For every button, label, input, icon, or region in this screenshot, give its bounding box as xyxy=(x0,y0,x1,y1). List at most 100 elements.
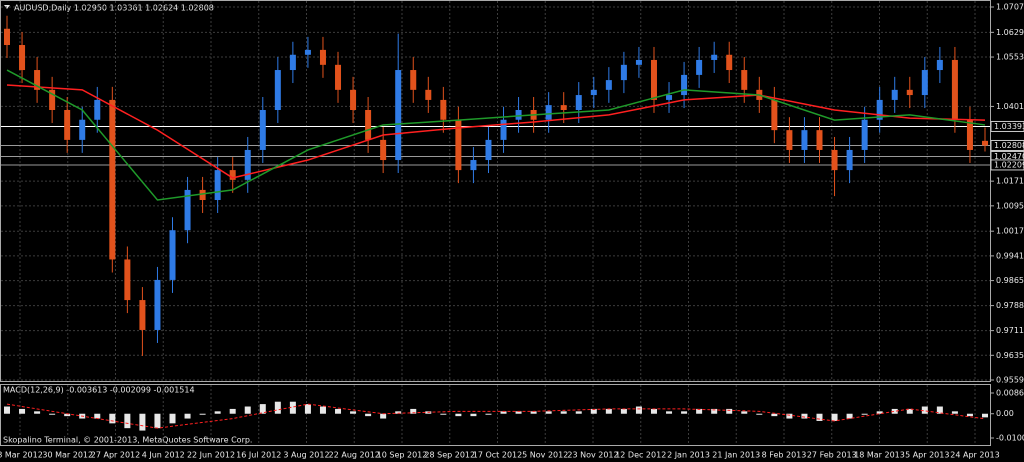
candle-body xyxy=(259,109,266,150)
candle-body xyxy=(831,149,838,171)
candle-body xyxy=(34,70,41,90)
candle-body xyxy=(214,170,221,200)
x-tick-label: 23 Nov 2012 xyxy=(567,451,618,460)
candle-body xyxy=(906,89,913,96)
x-tick-label: 16 Jul 2012 xyxy=(236,451,281,460)
macd-bar xyxy=(109,413,116,424)
macd-bar xyxy=(455,413,462,417)
candle-body xyxy=(440,99,447,120)
candle-body xyxy=(229,170,236,180)
candle-body xyxy=(109,99,116,260)
macd-bar xyxy=(4,406,10,414)
macd-bar xyxy=(34,411,41,414)
candle-body xyxy=(936,59,943,71)
candle-body xyxy=(666,95,673,100)
y-tick-label: 0.00 xyxy=(996,409,1014,418)
macd-bar xyxy=(124,413,131,429)
candle-body xyxy=(620,64,627,81)
x-tick-label: 5 Nov 2012 xyxy=(522,451,568,460)
macd-bar xyxy=(786,413,793,419)
candle-body xyxy=(79,119,86,140)
macd-bar xyxy=(259,404,266,414)
candle-body xyxy=(365,109,372,140)
candle-body xyxy=(274,70,281,110)
candle-body xyxy=(19,45,26,71)
macd-bar xyxy=(289,401,296,414)
candle-body xyxy=(4,28,10,46)
macd-bar xyxy=(154,413,161,429)
macd-bar xyxy=(530,411,537,414)
macd-bar xyxy=(831,413,838,421)
macd-bar xyxy=(726,408,733,414)
candle-body xyxy=(199,189,206,200)
chart-title: AUDUSD,Daily 1.02950 1.03361 1.02624 1.0… xyxy=(14,4,214,13)
macd-bar xyxy=(365,413,372,417)
candle-body xyxy=(169,230,176,280)
price-label: 1.03393 xyxy=(994,122,1024,131)
candle-body xyxy=(350,89,357,110)
macd-bar xyxy=(19,408,26,414)
candle-body xyxy=(124,259,131,301)
macd-bar xyxy=(635,406,642,414)
candle-body xyxy=(335,64,342,90)
y-tick-label: 1.00950 xyxy=(996,201,1024,210)
macd-bar xyxy=(696,408,703,414)
x-tick-label: 10 Sep 2012 xyxy=(377,451,428,460)
macd-bar xyxy=(500,411,507,414)
candle-body xyxy=(846,149,853,171)
x-tick-label: 12 Dec 2012 xyxy=(615,451,666,460)
footer: Skopalino Terminal, © 2001-2013, MetaQuo… xyxy=(3,436,252,445)
x-tick-label: 3 Aug 2012 xyxy=(283,451,329,460)
macd-bar xyxy=(711,408,718,414)
y-tick-label: 0.00862 xyxy=(996,389,1024,398)
candle-body xyxy=(816,130,823,150)
macd-bar xyxy=(470,413,477,417)
candle-body xyxy=(560,105,567,110)
macd-bar xyxy=(545,411,552,414)
macd-frame xyxy=(0,384,991,446)
macd-bar xyxy=(846,413,853,419)
candle-body xyxy=(696,59,703,75)
macd-bar xyxy=(590,408,597,414)
x-tick-label: 22 Aug 2012 xyxy=(329,451,380,460)
macd-bar xyxy=(951,411,958,414)
macd-bar xyxy=(410,408,417,414)
candle-body xyxy=(681,74,688,96)
macd-bar xyxy=(921,406,928,414)
macd-bar xyxy=(861,413,868,415)
macd-bar xyxy=(771,413,778,417)
x-tick-label: 18 Mar 2013 xyxy=(854,451,905,460)
candle-body xyxy=(94,99,101,120)
x-tick-label: 21 Jan 2013 xyxy=(712,451,760,460)
price-label-box xyxy=(990,139,1024,151)
moving-average xyxy=(6,69,986,201)
candle-body xyxy=(711,54,718,60)
candle-body xyxy=(515,109,522,120)
y-tick-label: 1.05530 xyxy=(996,53,1024,62)
candle-body xyxy=(184,189,191,231)
candle-body xyxy=(891,89,898,100)
x-tick-label: 17 Oct 2012 xyxy=(473,451,522,460)
macd-bar xyxy=(906,408,913,414)
y-tick-label: 0.95590 xyxy=(996,376,1024,385)
candle-body xyxy=(982,140,988,146)
macd-bar xyxy=(184,413,191,419)
candle-body xyxy=(455,119,462,171)
macd-bar xyxy=(49,413,56,415)
macd-bar xyxy=(199,413,206,415)
macd-bar xyxy=(891,408,898,414)
macd-bar xyxy=(741,411,748,414)
x-tick-label: 27 Feb 2013 xyxy=(807,451,857,460)
price-label-box xyxy=(990,159,1024,171)
macd-bar xyxy=(681,411,688,414)
candle-body xyxy=(590,89,597,96)
macd-bar xyxy=(64,413,71,417)
y-tick-label: -0.01009 xyxy=(996,434,1024,443)
candle-body xyxy=(575,95,582,110)
macd-title: MACD(12,26,9) -0.003613 -0.002099 -0.001… xyxy=(3,386,195,395)
